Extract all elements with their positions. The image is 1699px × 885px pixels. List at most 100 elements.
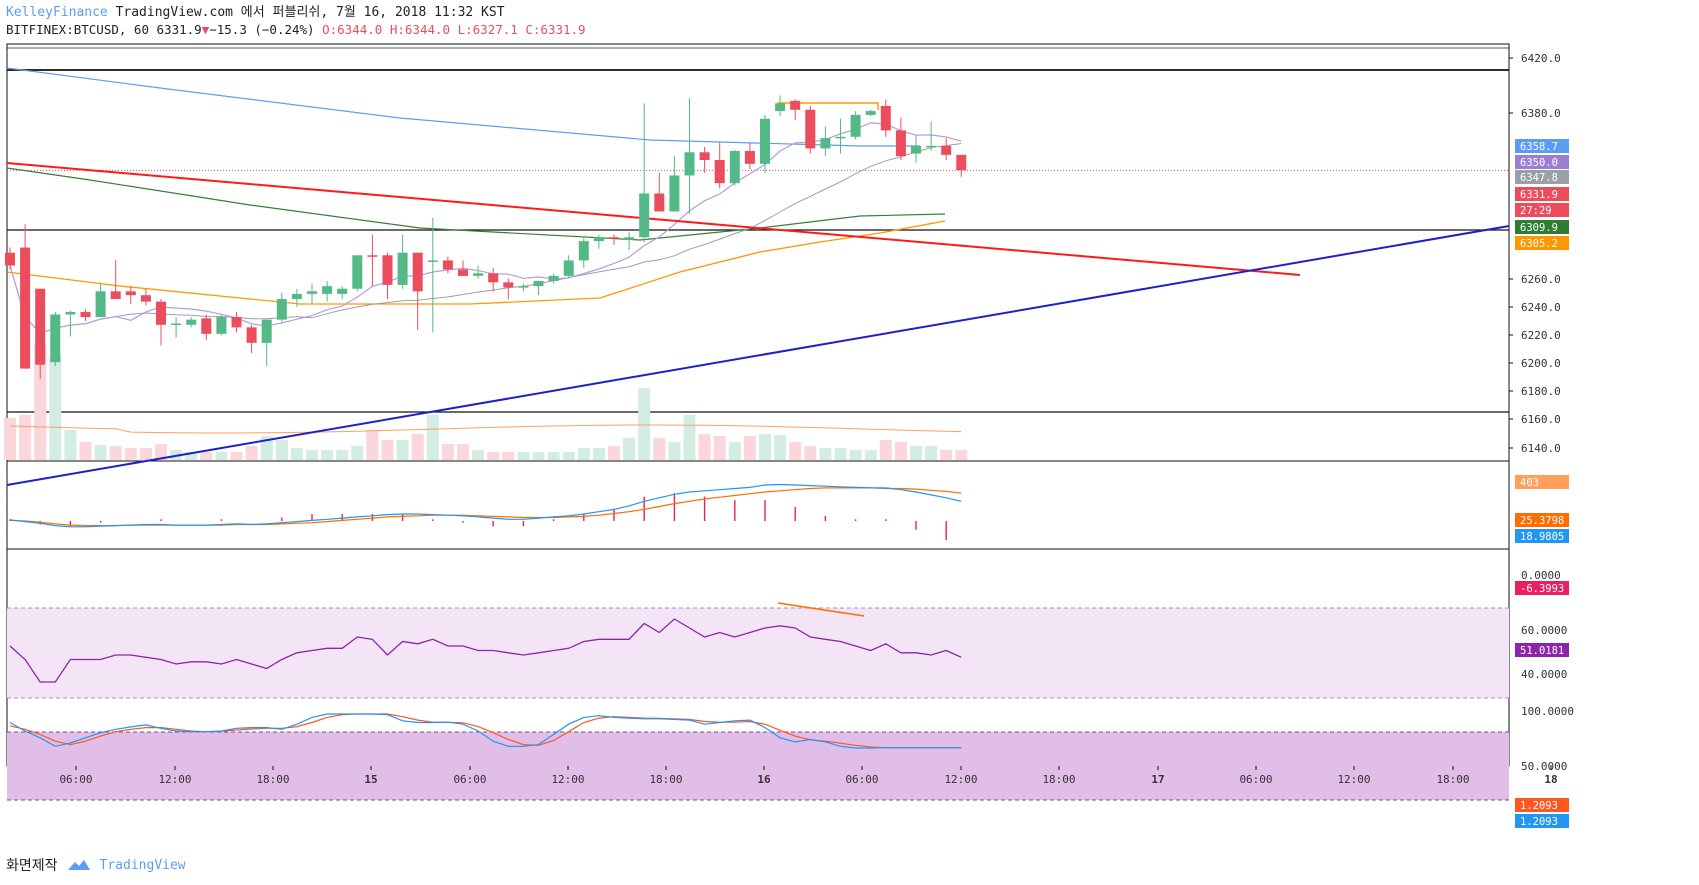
time-tick-label: 12:00: [551, 773, 584, 786]
macd-signal-badge: 25.3798: [1520, 515, 1564, 527]
candle-body: [624, 237, 635, 240]
time-tick-label: 12:00: [1337, 773, 1370, 786]
candle-body: [805, 109, 816, 149]
publisher-link[interactable]: KelleyFinance: [6, 5, 108, 20]
volume-bar: [230, 452, 243, 460]
candle-body: [322, 286, 333, 294]
footer: 화면제작 TradingView: [6, 855, 186, 875]
candle-body: [790, 100, 801, 110]
brand-link[interactable]: TradingView: [99, 857, 186, 873]
time-tick-label: 12:00: [158, 773, 191, 786]
stoch-d-badge: 1.2093: [1520, 800, 1558, 812]
volume-bar: [487, 452, 500, 460]
candle-body: [246, 327, 257, 343]
candle-body: [5, 252, 15, 266]
candle-body: [20, 247, 31, 369]
candle-body: [201, 318, 212, 334]
time-tick-label: 18:00: [256, 773, 289, 786]
ohlc-high: H:6344.0: [389, 22, 451, 37]
ohlc-close: C:6331.9: [525, 22, 586, 37]
price-change: −15.3 (−0.24%): [209, 22, 315, 37]
volume-bar: [139, 448, 152, 460]
volume-bar: [396, 440, 409, 460]
volume-bar: [894, 442, 907, 460]
time-tick-label: 18:00: [1042, 773, 1075, 786]
candle-body: [609, 237, 619, 239]
volume-bar: [668, 442, 681, 460]
candle-body: [80, 311, 91, 318]
ma-20-badge-bg: [1515, 170, 1569, 184]
countdown-badge: 27:29: [1520, 205, 1552, 217]
macd-badge: 18.9805: [1520, 531, 1564, 543]
candle-body: [714, 160, 725, 184]
volume-bar: [789, 442, 802, 460]
volume-bar: [517, 452, 530, 460]
volume-bar: [381, 440, 394, 460]
header: KelleyFinance TradingView.com 에서 퍼블리쉬, 7…: [6, 4, 586, 38]
volume-bar: [592, 448, 605, 460]
price-tick-label: 6420.0: [1521, 52, 1561, 65]
volume-badge: 403: [1520, 477, 1539, 489]
candle-body: [156, 301, 166, 325]
time-tick-label: 15: [364, 773, 377, 786]
ma-8-badge: 6350.0: [1520, 157, 1558, 169]
countdown-badge-bg: [1515, 203, 1569, 217]
volume-bar: [653, 438, 666, 460]
candle-body: [125, 291, 136, 296]
volume-bar: [713, 436, 726, 460]
rsi-badge-bg: [1515, 643, 1569, 657]
stoch-d-line: [9, 713, 962, 749]
macd-signal-badge-bg: [1515, 513, 1569, 527]
ma-8-badge-bg: [1515, 155, 1569, 169]
volume-bar: [638, 388, 651, 460]
volume-bar: [834, 448, 847, 460]
candle-body: [775, 103, 786, 112]
time-tick-label: 18: [1544, 773, 1557, 786]
volume-bar: [743, 436, 756, 460]
volume-bar: [804, 446, 817, 460]
macd-line: [9, 483, 962, 528]
candle-body: [50, 314, 61, 363]
candle-body: [911, 145, 921, 154]
stoch-d-badge-bg: [1515, 798, 1569, 812]
candle-body: [186, 319, 197, 325]
volume-bar: [306, 450, 318, 460]
volume-bar: [547, 452, 560, 460]
volume-bar: [245, 446, 258, 460]
last-price: 6331.9: [156, 22, 202, 37]
candle-body: [684, 152, 695, 176]
macd-hist-badge: -6.3993: [1520, 583, 1564, 595]
time-tick-label: 16: [757, 773, 771, 786]
volume-bar: [426, 415, 439, 460]
candle-body: [941, 145, 952, 155]
candle-body: [216, 317, 227, 334]
candle-body: [231, 317, 242, 328]
last-price-badge-bg: [1515, 187, 1569, 201]
ma-20-badge: 6347.8: [1520, 172, 1558, 184]
candle-body: [458, 269, 468, 276]
price-tick-label: 6380.0: [1521, 107, 1561, 120]
candle-body: [307, 291, 317, 294]
candle-body: [367, 255, 378, 257]
volume-bar: [698, 434, 711, 460]
volume-bar: [200, 452, 213, 460]
volume-badge-bg: [1515, 475, 1569, 489]
volume-bar: [864, 450, 877, 460]
rsi-band: [7, 608, 1509, 698]
stoch-k-line: [9, 713, 962, 749]
volume-bar: [215, 452, 228, 460]
ohlc-open: O:6344.0: [322, 22, 383, 37]
candle-body: [850, 114, 861, 137]
volume-bar: [577, 448, 590, 460]
volume-bar: [940, 450, 953, 460]
time-tick-label: 17: [1151, 773, 1164, 786]
symbol-label[interactable]: BITFINEX:BTCUSD, 60: [6, 22, 149, 37]
macd-badge-bg: [1515, 529, 1569, 543]
candle-body: [65, 311, 76, 315]
time-tick-label: 06:00: [1239, 773, 1272, 786]
candle-body: [352, 255, 363, 289]
candle-body: [895, 130, 906, 157]
candle-body: [35, 288, 46, 365]
ma-100-badge-bg: [1515, 220, 1569, 234]
